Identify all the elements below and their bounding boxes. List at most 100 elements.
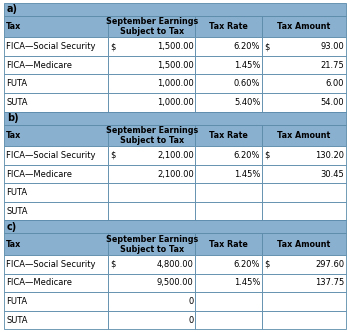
Bar: [196, 183, 262, 202]
Bar: [108, 274, 196, 292]
Bar: [4, 146, 108, 165]
Bar: [196, 124, 262, 146]
Text: 0: 0: [189, 297, 194, 306]
Text: $: $: [111, 42, 116, 51]
Bar: [196, 292, 262, 311]
Bar: [4, 124, 108, 146]
Text: 54.00: 54.00: [321, 98, 344, 107]
Bar: [262, 233, 346, 255]
Bar: [108, 233, 196, 255]
Text: September Earnings
Subject to Tax: September Earnings Subject to Tax: [106, 126, 198, 145]
Bar: [4, 311, 108, 329]
Text: $: $: [264, 260, 270, 269]
Bar: [4, 56, 108, 74]
Text: FUTA: FUTA: [6, 188, 27, 197]
Bar: [196, 37, 262, 56]
Bar: [196, 56, 262, 74]
Text: 1,000.00: 1,000.00: [157, 79, 194, 88]
Bar: [262, 37, 346, 56]
Bar: [108, 255, 196, 274]
Bar: [262, 93, 346, 112]
Bar: [4, 74, 108, 93]
Bar: [196, 311, 262, 329]
Text: Tax Amount: Tax Amount: [277, 131, 331, 140]
Text: 1,500.00: 1,500.00: [157, 42, 194, 51]
Bar: [4, 37, 108, 56]
Text: $: $: [111, 151, 116, 160]
Text: b): b): [7, 113, 18, 123]
Text: $: $: [264, 42, 270, 51]
Bar: [196, 202, 262, 220]
Bar: [108, 183, 196, 202]
Text: FUTA: FUTA: [6, 79, 27, 88]
Bar: [4, 233, 108, 255]
Bar: [262, 146, 346, 165]
Text: FICA—Social Security: FICA—Social Security: [6, 151, 96, 160]
Bar: [108, 292, 196, 311]
Text: 6.20%: 6.20%: [234, 151, 260, 160]
Text: Tax: Tax: [6, 131, 22, 140]
Bar: [108, 16, 196, 37]
Bar: [108, 311, 196, 329]
Text: 130.20: 130.20: [315, 151, 344, 160]
Text: 2,100.00: 2,100.00: [157, 151, 194, 160]
Text: SUTA: SUTA: [6, 98, 28, 107]
Text: 1.45%: 1.45%: [234, 61, 260, 70]
Bar: [262, 74, 346, 93]
Bar: [4, 274, 108, 292]
Text: Tax Rate: Tax Rate: [209, 240, 248, 249]
Bar: [262, 183, 346, 202]
Text: Tax Rate: Tax Rate: [209, 22, 248, 31]
Bar: [262, 124, 346, 146]
Text: September Earnings
Subject to Tax: September Earnings Subject to Tax: [106, 235, 198, 254]
Bar: [196, 233, 262, 255]
Bar: [262, 165, 346, 183]
Text: 0.60%: 0.60%: [234, 79, 260, 88]
Text: 1.45%: 1.45%: [234, 170, 260, 179]
Bar: [108, 93, 196, 112]
Bar: [262, 56, 346, 74]
Bar: [4, 3, 346, 16]
Bar: [196, 165, 262, 183]
Text: 6.00: 6.00: [326, 79, 344, 88]
Text: FICA—Medicare: FICA—Medicare: [6, 170, 72, 179]
Text: September Earnings
Subject to Tax: September Earnings Subject to Tax: [106, 17, 198, 36]
Text: a): a): [7, 4, 18, 14]
Text: Tax: Tax: [6, 22, 22, 31]
Text: 30.45: 30.45: [320, 170, 344, 179]
Bar: [262, 255, 346, 274]
Bar: [262, 274, 346, 292]
Bar: [196, 93, 262, 112]
Bar: [108, 202, 196, 220]
Bar: [262, 311, 346, 329]
Bar: [196, 274, 262, 292]
Text: 1,000.00: 1,000.00: [157, 98, 194, 107]
Text: 6.20%: 6.20%: [234, 42, 260, 51]
Text: 137.75: 137.75: [315, 279, 344, 288]
Bar: [4, 202, 108, 220]
Text: 9,500.00: 9,500.00: [157, 279, 194, 288]
Text: c): c): [7, 222, 17, 232]
Bar: [262, 202, 346, 220]
Bar: [4, 255, 108, 274]
Text: FUTA: FUTA: [6, 297, 27, 306]
Text: 297.60: 297.60: [315, 260, 344, 269]
Bar: [108, 146, 196, 165]
Bar: [196, 255, 262, 274]
Bar: [196, 146, 262, 165]
Text: Tax Amount: Tax Amount: [277, 22, 331, 31]
Text: FICA—Medicare: FICA—Medicare: [6, 61, 72, 70]
Bar: [196, 16, 262, 37]
Bar: [108, 165, 196, 183]
Text: 1.45%: 1.45%: [234, 279, 260, 288]
Bar: [108, 74, 196, 93]
Bar: [4, 112, 346, 124]
Text: FICA—Social Security: FICA—Social Security: [6, 260, 96, 269]
Bar: [4, 292, 108, 311]
Text: 4,800.00: 4,800.00: [157, 260, 194, 269]
Text: SUTA: SUTA: [6, 315, 28, 325]
Bar: [262, 16, 346, 37]
Text: 0: 0: [189, 315, 194, 325]
Bar: [108, 56, 196, 74]
Bar: [4, 220, 346, 233]
